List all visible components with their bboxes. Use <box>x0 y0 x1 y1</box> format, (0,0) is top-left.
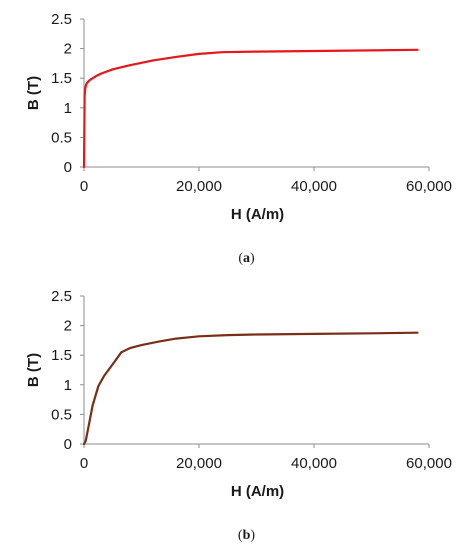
chart-panel-b: 0 0.5 1 1.5 2 2.5 0 20,000 40,000 60,000 B (T) H (A… <box>25 288 452 543</box>
x-tick-label: 0 <box>80 455 88 472</box>
series-line <box>82 331 419 446</box>
y-tick-label: 0.5 <box>51 406 72 423</box>
y-tick-label: 1.5 <box>51 70 72 87</box>
x-axis-title: H (A/m) <box>231 206 284 223</box>
y-tick-label: 2.5 <box>51 288 72 305</box>
x-tick-label: 20,000 <box>176 178 222 195</box>
x-tick-label: 40,000 <box>291 455 337 472</box>
series-line <box>82 48 419 169</box>
x-tick-label: 20,000 <box>176 455 222 472</box>
x-tick-label: 60,000 <box>406 455 452 472</box>
y-axis-title: B (T) <box>25 353 42 387</box>
panel-caption: (a) <box>238 251 255 266</box>
y-axis-title: B (T) <box>25 76 42 110</box>
x-axis-title: H (A/m) <box>231 483 284 500</box>
y-tick-label: 2 <box>64 318 72 335</box>
y-tick-label: 2 <box>64 41 72 58</box>
x-tick-label: 60,000 <box>406 178 452 195</box>
chart-panel-a: 0 0.5 1 1.5 2 2.5 0 20,000 40,000 60,000 B (T) H (A… <box>25 11 452 266</box>
panel-caption: (b) <box>238 528 255 543</box>
y-tick-label: 0 <box>64 159 72 176</box>
x-tick-label: 40,000 <box>291 178 337 195</box>
y-tick-label: 0 <box>64 436 72 453</box>
y-tick-label: 0.5 <box>51 129 72 146</box>
y-tick-label: 2.5 <box>51 11 72 28</box>
y-tick-label: 1 <box>64 100 72 117</box>
y-tick-label: 1 <box>64 377 72 394</box>
x-tick-label: 0 <box>80 178 88 195</box>
y-tick-label: 1.5 <box>51 347 72 364</box>
